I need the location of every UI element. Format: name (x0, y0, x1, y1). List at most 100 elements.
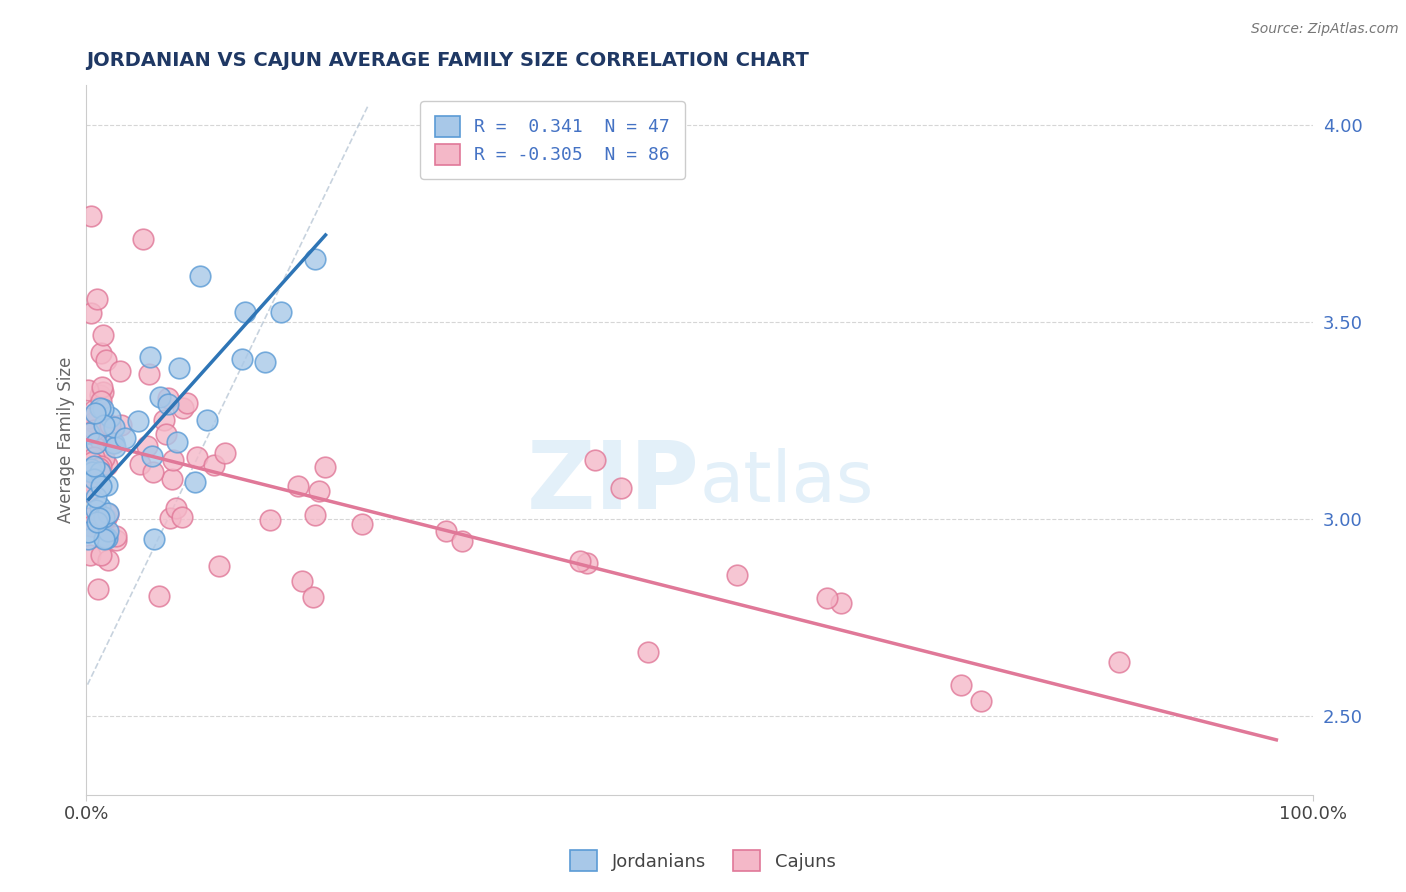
Point (90, 346, 112, 360)
Point (637, 645, 659, 659)
Point (214, 446, 236, 460)
Point (830, 596, 852, 610)
Point (93, 451, 115, 466)
Point (160, 472, 183, 486)
Point (97, 424, 120, 438)
Point (165, 501, 187, 516)
Point (86, 462, 108, 476)
Point (152, 412, 174, 426)
Point (114, 431, 136, 445)
Point (103, 420, 125, 434)
Point (90, 548, 112, 562)
Text: atlas: atlas (700, 448, 875, 517)
Point (84, 490, 107, 504)
Point (82, 466, 104, 480)
Point (195, 412, 218, 426)
Point (97, 506, 120, 520)
Point (84, 406, 107, 420)
Point (233, 305, 256, 319)
Point (77, 425, 100, 440)
Y-axis label: Average Family Size: Average Family Size (58, 357, 75, 524)
Point (569, 554, 592, 568)
Point (166, 435, 188, 450)
Point (77, 462, 100, 476)
Point (136, 439, 159, 453)
Point (83, 472, 105, 486)
Point (80, 209, 103, 223)
Point (89, 465, 111, 479)
Point (188, 268, 211, 283)
Point (101, 436, 124, 450)
Point (84, 503, 107, 517)
Point (970, 694, 993, 708)
Point (77, 410, 100, 425)
Point (609, 481, 631, 495)
Point (128, 457, 150, 471)
Point (304, 508, 326, 523)
Point (352, 516, 374, 531)
Point (434, 524, 457, 538)
Point (100, 409, 122, 424)
Point (97, 507, 120, 521)
Point (91, 384, 114, 399)
Point (287, 479, 309, 493)
Point (94, 510, 117, 524)
Point (83, 403, 105, 417)
Point (138, 367, 160, 381)
Point (184, 475, 207, 490)
Point (259, 513, 281, 527)
Point (93, 532, 115, 546)
Point (96, 458, 118, 473)
Point (132, 232, 155, 246)
Point (110, 418, 132, 433)
Point (575, 556, 598, 570)
Point (89, 465, 111, 479)
Point (77, 383, 100, 397)
Point (110, 364, 132, 378)
Point (142, 466, 165, 480)
Point (90, 479, 112, 493)
Point (170, 510, 193, 524)
Point (97, 552, 120, 566)
Point (94, 353, 117, 368)
Point (79, 548, 101, 562)
Point (157, 391, 180, 405)
Legend: R =  0.341  N = 47, R = -0.305  N = 86: R = 0.341 N = 47, R = -0.305 N = 86 (420, 102, 685, 179)
Point (725, 568, 748, 582)
Point (93, 418, 115, 433)
Point (84, 462, 107, 476)
Point (127, 414, 149, 428)
Point (301, 591, 323, 605)
Point (104, 440, 127, 454)
Point (83, 458, 105, 473)
Point (162, 453, 184, 467)
Point (98, 417, 121, 432)
Point (86, 515, 108, 529)
Point (141, 450, 163, 464)
Point (77, 484, 100, 499)
Point (89, 388, 111, 402)
Point (143, 532, 166, 546)
Point (80, 518, 103, 533)
Point (208, 559, 231, 574)
Point (104, 529, 127, 543)
Point (186, 450, 208, 465)
Point (176, 395, 198, 409)
Point (159, 511, 181, 525)
Point (950, 678, 973, 692)
Point (254, 355, 277, 369)
Point (80, 306, 103, 320)
Point (155, 426, 177, 441)
Point (314, 459, 336, 474)
Point (96, 531, 118, 545)
Point (89, 500, 111, 514)
Point (79, 473, 101, 487)
Point (87, 582, 110, 596)
Point (82, 446, 104, 460)
Point (93, 509, 115, 524)
Point (139, 350, 162, 364)
Point (96, 477, 118, 491)
Point (84, 435, 107, 450)
Point (815, 591, 838, 605)
Point (290, 574, 312, 588)
